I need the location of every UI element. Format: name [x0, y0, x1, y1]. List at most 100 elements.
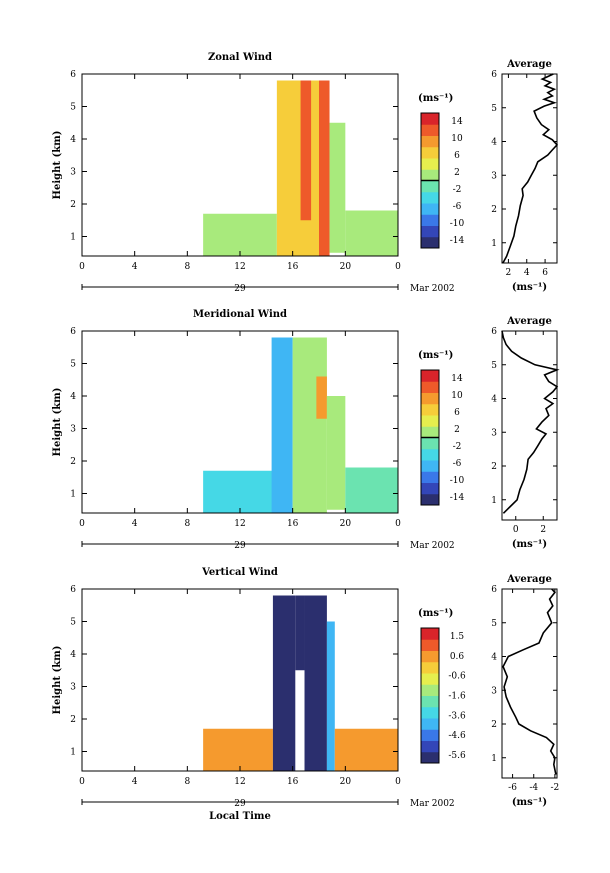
- average-profile-line: [502, 588, 557, 775]
- x-tick-label: 0: [79, 262, 85, 272]
- colorbar-step: [421, 403, 439, 416]
- y-tick-label: 5: [70, 103, 76, 113]
- x-tick-label: -2: [550, 783, 559, 793]
- colorbar-unit: (ms⁻¹): [418, 93, 453, 104]
- colorbar-label: 6: [454, 408, 460, 418]
- colorbar-step: [421, 673, 439, 685]
- data-cell: [203, 213, 277, 256]
- data-cell: [300, 80, 312, 221]
- y-tick-label: 3: [70, 168, 76, 178]
- data-cell: [295, 595, 305, 671]
- x-tick-label: 4: [132, 262, 138, 272]
- data-cell: [304, 595, 327, 771]
- y-tick-label: 6: [70, 70, 76, 80]
- average-title: Average: [506, 574, 552, 585]
- x-tick-label: -6: [508, 783, 517, 793]
- average-frame: [501, 330, 558, 521]
- colorbar-step: [421, 751, 439, 764]
- colorbar-step: [421, 191, 439, 204]
- x-tick-label: 0: [79, 519, 85, 529]
- colorbar-step: [421, 695, 439, 708]
- x-tick-label: 20: [340, 519, 352, 529]
- colorbar-step: [421, 225, 439, 238]
- x-tick-label: 12: [234, 777, 245, 787]
- y-tick-label: 1: [70, 490, 76, 500]
- y-tick-label: 5: [491, 104, 497, 114]
- y-tick-label: 2: [70, 457, 76, 467]
- data-cell: [326, 621, 335, 771]
- y-tick-label: 4: [70, 650, 76, 660]
- x-tick-label: 0: [79, 777, 85, 787]
- data-cell: [203, 470, 277, 513]
- x-tick-label: 2: [506, 268, 512, 278]
- x-tick-label: 2: [540, 525, 546, 535]
- y-tick-label: 5: [491, 619, 497, 629]
- colorbar-step: [421, 437, 439, 450]
- y-tick-label: 3: [70, 683, 76, 693]
- colorbar-label: -2: [453, 442, 462, 452]
- data-cell: [203, 728, 273, 771]
- colorbar-label: -14: [450, 493, 465, 503]
- colorbar-step: [421, 169, 439, 181]
- y-tick-label: 2: [491, 205, 497, 215]
- x-tick-label: 0: [395, 519, 401, 529]
- date-label: 29: [234, 284, 246, 294]
- date-suffix: Mar 2002: [410, 541, 455, 551]
- average-profile-line: [502, 73, 559, 264]
- colorbar-label: -10: [450, 219, 465, 229]
- average-frame: [501, 73, 558, 264]
- colorbar-step: [421, 415, 439, 427]
- data-cell: [292, 337, 327, 513]
- colorbar-label: 14: [451, 374, 463, 384]
- data-cell: [329, 122, 346, 253]
- colorbar-step: [421, 718, 439, 730]
- colorbar-step: [421, 639, 439, 651]
- y-tick-label: 3: [491, 171, 497, 181]
- x-tick-label: 0: [395, 777, 401, 787]
- y-tick-label: 1: [491, 239, 497, 249]
- average-frame: [501, 588, 558, 779]
- colorbar-unit: (ms⁻¹): [418, 350, 453, 361]
- colorbar-label: 10: [451, 134, 463, 144]
- colorbar-step: [421, 706, 439, 719]
- panel-title: Meridional Wind: [193, 309, 287, 320]
- panel-title: Zonal Wind: [208, 52, 272, 63]
- y-axis-label: Height (km): [52, 646, 63, 715]
- y-axis-label: Height (km): [52, 131, 63, 200]
- colorbar-step: [421, 448, 439, 461]
- colorbar-step: [421, 628, 439, 640]
- data-cell: [345, 467, 398, 513]
- x-tick-label: 4: [132, 519, 138, 529]
- date-label: 29: [234, 799, 246, 809]
- data-cell: [326, 396, 346, 510]
- y-tick-label: 3: [491, 428, 497, 438]
- colorbar-label: -1.6: [448, 692, 466, 702]
- y-tick-label: 6: [70, 327, 76, 337]
- colorbar-label: 14: [451, 117, 463, 127]
- x-tick-label: 4: [524, 268, 530, 278]
- y-tick-label: 6: [491, 585, 497, 595]
- date-suffix: Mar 2002: [410, 284, 455, 294]
- colorbar-step: [421, 135, 439, 148]
- data-cell: [316, 376, 327, 419]
- colorbar-label: 1.5: [450, 632, 465, 642]
- x-tick-label: 20: [340, 777, 352, 787]
- y-tick-label: 2: [70, 715, 76, 725]
- x-tick-label: 6: [542, 268, 548, 278]
- colorbar-label: -4.6: [448, 731, 466, 741]
- panel-title: Vertical Wind: [201, 567, 278, 578]
- colorbar-label: 0.6: [450, 652, 465, 662]
- data-cell: [272, 595, 296, 771]
- data-cell: [345, 210, 398, 256]
- colorbar-label: 10: [451, 391, 463, 401]
- average-profile-line: [501, 330, 560, 514]
- colorbar-label: -0.6: [448, 672, 466, 682]
- x-tick-label: 0: [395, 262, 401, 272]
- average-title: Average: [506, 316, 552, 327]
- data-cell: [276, 80, 319, 256]
- x-tick-label: 16: [287, 262, 299, 272]
- colorbar-label: 2: [454, 168, 460, 178]
- colorbar-step: [421, 113, 439, 125]
- date-suffix: Mar 2002: [410, 799, 455, 809]
